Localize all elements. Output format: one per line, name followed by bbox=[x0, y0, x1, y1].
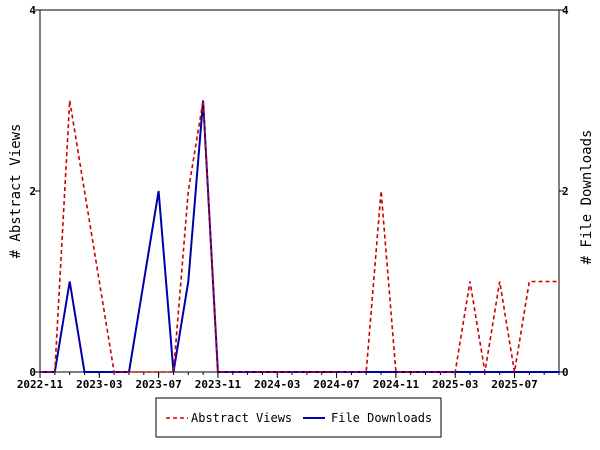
y-left-ticks: 0 2 4 bbox=[29, 4, 40, 379]
y-right-axis-title: # File Downloads bbox=[579, 130, 595, 265]
y-left-tick-label: 4 bbox=[29, 4, 36, 17]
y-left-tick-label: 0 bbox=[29, 366, 36, 379]
x-tick-label: 2024-03 bbox=[254, 378, 300, 391]
y-right-ticks: 0 2 4 bbox=[559, 4, 569, 379]
series-line-file-downloads bbox=[40, 100, 559, 373]
plot-frame bbox=[39, 9, 560, 373]
legend-box bbox=[155, 397, 442, 438]
y-left-axis-title: # Abstract Views bbox=[8, 124, 24, 259]
x-tick-label: 2025-07 bbox=[491, 378, 537, 391]
series-line-abstract-views bbox=[40, 100, 559, 373]
x-tick-label: 2024-07 bbox=[313, 378, 359, 391]
x-tick-label: 2022-11 bbox=[17, 378, 64, 391]
legend: Abstract Views File Downloads bbox=[155, 397, 442, 438]
legend-label-file-downloads: File Downloads bbox=[331, 411, 432, 425]
y-left-tick-label: 2 bbox=[29, 185, 36, 198]
y-right-tick-label: 0 bbox=[562, 366, 569, 379]
y-right-tick-label: 2 bbox=[562, 185, 569, 198]
x-tick-label: 2023-07 bbox=[135, 378, 181, 391]
legend-label-abstract-views: Abstract Views bbox=[191, 411, 292, 425]
x-tick-label: 2023-11 bbox=[195, 378, 242, 391]
x-ticks: 2022-11 2023-03 2023-07 2023-11 2024-03 2024-… bbox=[17, 372, 560, 391]
x-tick-label: 2024-11 bbox=[373, 378, 420, 391]
y-right-tick-label: 4 bbox=[562, 4, 569, 17]
series-layer bbox=[40, 100, 559, 373]
x-tick-label: 2025-03 bbox=[432, 378, 478, 391]
x-tick-label: 2023-03 bbox=[76, 378, 122, 391]
